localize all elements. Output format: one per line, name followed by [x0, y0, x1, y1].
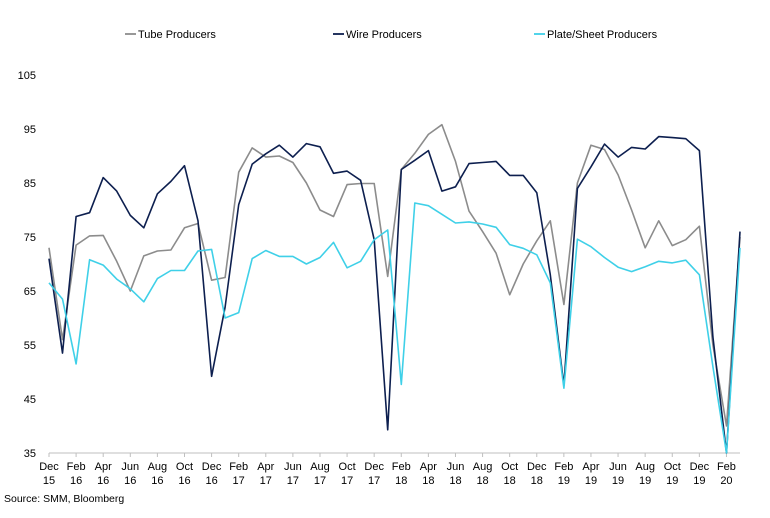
- x-tick-label: Oct: [664, 461, 681, 473]
- x-tick-label: Aug: [310, 461, 330, 473]
- x-tick-label: 19: [693, 475, 705, 487]
- x-tick-label: Aug: [148, 461, 168, 473]
- legend-label: Plate/Sheet Producers: [547, 29, 658, 41]
- x-tick-label: 19: [666, 475, 678, 487]
- x-tick-label: 18: [449, 475, 461, 487]
- chart-legend: Tube Producers Wire Producers Plate/Sheet …: [125, 29, 658, 41]
- x-tick-label: 19: [612, 475, 624, 487]
- x-tick-label: Dec: [690, 461, 710, 473]
- y-tick-label: 65: [24, 286, 36, 298]
- y-tick-label: 55: [24, 340, 36, 352]
- x-tick-label: 16: [205, 475, 217, 487]
- x-tick-label: 18: [504, 475, 516, 487]
- x-tick-label: Apr: [95, 461, 112, 473]
- x-tick-label: Dec: [364, 461, 384, 473]
- x-tick-label: Jun: [609, 461, 627, 473]
- line-chart: Tube Producers Wire Producers Plate/Sheet …: [18, 29, 741, 487]
- x-tick-label: 17: [368, 475, 380, 487]
- y-axis: 35 45 55 65 75 85 95 105: [18, 70, 36, 460]
- x-tick-label: 19: [558, 475, 570, 487]
- x-tick-label: 17: [314, 475, 326, 487]
- series-line-3: [48, 202, 741, 454]
- x-tick-label: 16: [97, 475, 109, 487]
- x-tick-label: 18: [476, 475, 488, 487]
- y-tick-label: 35: [24, 448, 36, 460]
- x-tick-label: 16: [178, 475, 190, 487]
- x-tick-label: Apr: [420, 461, 437, 473]
- x-tick-label: Aug: [635, 461, 655, 473]
- series-lines: [48, 123, 741, 454]
- x-tick-label: 16: [70, 475, 82, 487]
- x-tick-label: Oct: [176, 461, 193, 473]
- x-tick-label: 16: [124, 475, 136, 487]
- y-tick-label: 85: [24, 178, 36, 190]
- x-tick-label: 17: [233, 475, 245, 487]
- x-tick-label: Apr: [257, 461, 274, 473]
- y-tick-label: 105: [18, 70, 36, 82]
- y-tick-label: 75: [24, 232, 36, 244]
- x-tick-label: 17: [260, 475, 272, 487]
- source-note: Source: SMM, Bloomberg: [4, 493, 125, 505]
- x-tick-label: 16: [151, 475, 163, 487]
- x-tick-label: 18: [422, 475, 434, 487]
- x-tick-label: Jun: [447, 461, 465, 473]
- x-tick-label: Feb: [67, 461, 86, 473]
- legend-label: Tube Producers: [138, 29, 216, 41]
- x-tick-label: Apr: [582, 461, 599, 473]
- x-tick-label: Oct: [501, 461, 518, 473]
- x-tick-label: 19: [585, 475, 597, 487]
- y-tick-label: 45: [24, 394, 36, 406]
- x-tick-label: Feb: [717, 461, 736, 473]
- x-tick-label: 17: [287, 475, 299, 487]
- x-tick-label: 17: [341, 475, 353, 487]
- x-tick-label: 20: [720, 475, 732, 487]
- x-tick-label: Jun: [121, 461, 139, 473]
- legend-label: Wire Producers: [346, 29, 422, 41]
- x-tick-label: Dec: [527, 461, 547, 473]
- x-tick-label: Aug: [473, 461, 493, 473]
- x-tick-label: Feb: [392, 461, 411, 473]
- x-tick-label: 19: [639, 475, 651, 487]
- x-tick-label: Feb: [229, 461, 248, 473]
- series-line-1: [48, 123, 741, 427]
- x-tick-label: 18: [395, 475, 407, 487]
- x-tick-label: Oct: [339, 461, 356, 473]
- y-tick-label: 95: [24, 124, 36, 136]
- x-tick-label: Dec: [39, 461, 59, 473]
- x-tick-label: Dec: [202, 461, 222, 473]
- series-line-2: [48, 135, 741, 454]
- x-tick-label: Feb: [554, 461, 573, 473]
- x-tick-label: 18: [531, 475, 543, 487]
- x-tick-label: Jun: [284, 461, 302, 473]
- x-tick-label: 15: [43, 475, 55, 487]
- x-axis: Dec 15 Feb 16 Apr 16 Jun 16 Aug 16 Oct 16 Dec 16 Feb 17…: [39, 452, 740, 487]
